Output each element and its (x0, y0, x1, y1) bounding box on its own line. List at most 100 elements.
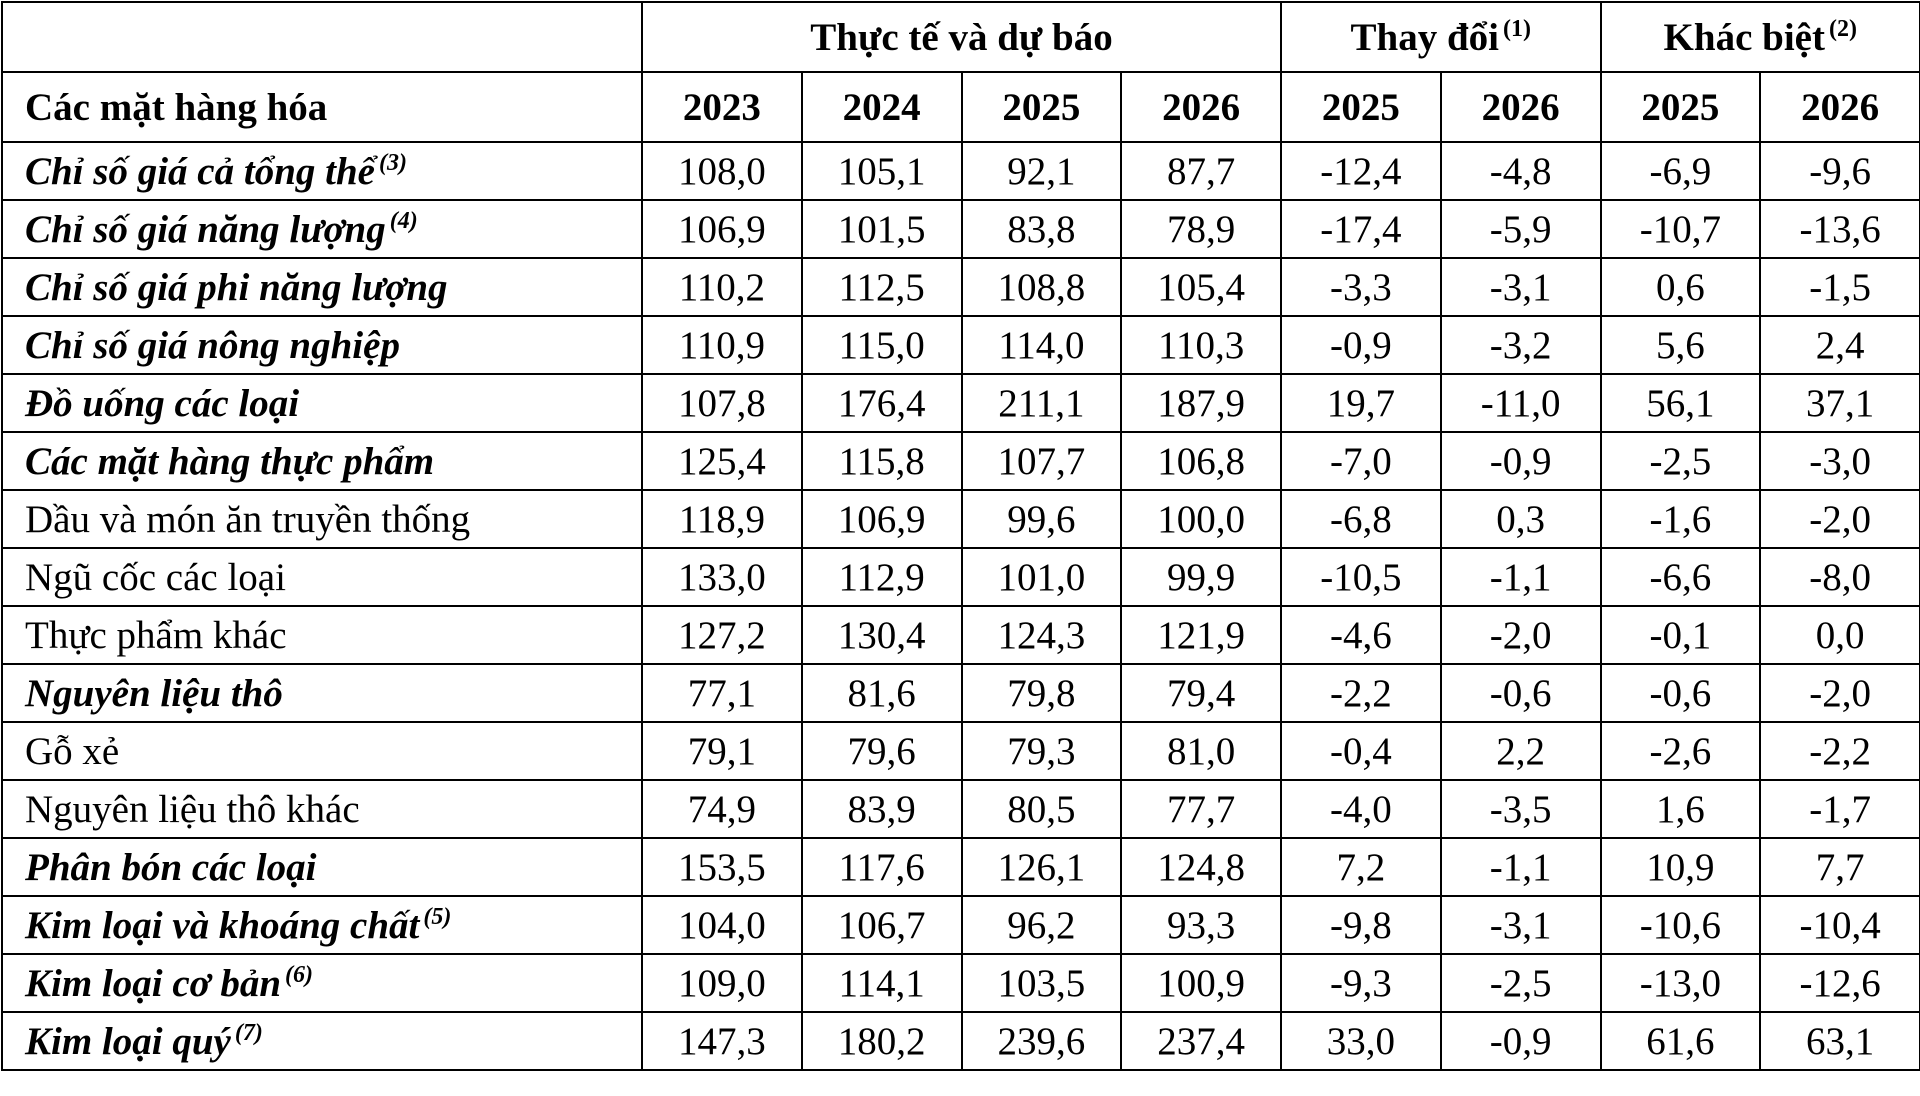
value: -10,4 (1800, 904, 1881, 947)
value: 7,2 (1337, 846, 1386, 889)
value: -3,0 (1809, 440, 1871, 483)
year: 2023 (683, 86, 761, 129)
commodity-name: Gỗ xẻ (25, 730, 119, 773)
column-header: 2026 (1760, 72, 1920, 142)
value-cell: 101,5 (802, 200, 962, 258)
commodity-name: Ngũ cốc các loại (25, 556, 286, 599)
value: -13,0 (1640, 962, 1721, 1005)
value-cell: 79,3 (962, 722, 1122, 780)
value-cell: -9,8 (1281, 896, 1441, 954)
value-cell: 107,7 (962, 432, 1122, 490)
value: -0,9 (1490, 440, 1552, 483)
column-header: 2025 (1601, 72, 1761, 142)
value-cell: 0,0 (1760, 606, 1920, 664)
value-cell: -3,3 (1281, 258, 1441, 316)
value: -7,0 (1330, 440, 1392, 483)
value: 63,1 (1806, 1020, 1874, 1063)
year: 2026 (1801, 86, 1879, 129)
row-label: Chỉ số giá phi năng lượng (2, 258, 642, 316)
row-label: Nguyên liệu thô (2, 664, 642, 722)
row-label: Kim loại cơ bản(6) (2, 954, 642, 1012)
footnote-mark: (4) (390, 208, 418, 234)
value-cell: 237,4 (1121, 1012, 1281, 1070)
value: 56,1 (1646, 382, 1714, 425)
value: 19,7 (1327, 382, 1395, 425)
value: 237,4 (1157, 1020, 1245, 1063)
value-cell: -2,0 (1441, 606, 1601, 664)
value: 92,1 (1007, 150, 1075, 193)
value: -0,4 (1330, 730, 1392, 773)
column-header: 2025 (962, 72, 1122, 142)
commodity-name: Chỉ số giá nông nghiệp (25, 324, 400, 367)
value-cell: -5,9 (1441, 200, 1601, 258)
value-cell: 153,5 (642, 838, 802, 896)
value: 100,9 (1157, 962, 1245, 1005)
value: -6,6 (1650, 556, 1712, 599)
value: 106,9 (678, 208, 766, 251)
value-cell: 93,3 (1121, 896, 1281, 954)
footnote-mark: (1) (1503, 16, 1531, 42)
label-header: Các mặt hàng hóa (2, 72, 642, 142)
value-cell: -9,3 (1281, 954, 1441, 1012)
value-cell: 114,0 (962, 316, 1122, 374)
value-cell: 77,7 (1121, 780, 1281, 838)
value-cell: 79,6 (802, 722, 962, 780)
value: 106,9 (838, 498, 926, 541)
value-cell: -4,0 (1281, 780, 1441, 838)
value-cell: -3,5 (1441, 780, 1601, 838)
value-cell: 109,0 (642, 954, 802, 1012)
footnote-mark: (5) (423, 904, 451, 930)
value: 147,3 (678, 1020, 766, 1063)
value: 33,0 (1327, 1020, 1395, 1063)
commodity-name: Thực phẩm khác (25, 614, 287, 657)
value-cell: 1,6 (1601, 780, 1761, 838)
value-cell: -10,6 (1601, 896, 1761, 954)
value: 104,0 (678, 904, 766, 947)
value: -3,1 (1490, 266, 1552, 309)
value: 106,7 (838, 904, 926, 947)
row-label: Phân bón các loại (2, 838, 642, 896)
value-cell: 115,8 (802, 432, 962, 490)
value-cell: -2,0 (1760, 664, 1920, 722)
value: 83,8 (1007, 208, 1075, 251)
value-cell: 83,8 (962, 200, 1122, 258)
value: 0,6 (1656, 266, 1705, 309)
value: 79,4 (1167, 672, 1235, 715)
value: -4,0 (1330, 788, 1392, 831)
value-cell: 2,2 (1441, 722, 1601, 780)
row-label: Thực phẩm khác (2, 606, 642, 664)
value-cell: -2,5 (1601, 432, 1761, 490)
value: 107,8 (678, 382, 766, 425)
value-cell: 99,9 (1121, 548, 1281, 606)
value-cell: 19,7 (1281, 374, 1441, 432)
value-cell: 105,1 (802, 142, 962, 200)
value-cell: 105,4 (1121, 258, 1281, 316)
value: 87,7 (1167, 150, 1235, 193)
column-header: 2026 (1441, 72, 1601, 142)
value: -2,2 (1330, 672, 1392, 715)
value-cell: -7,0 (1281, 432, 1441, 490)
value-cell: 107,8 (642, 374, 802, 432)
value: 101,0 (998, 556, 1086, 599)
value-cell: 77,1 (642, 664, 802, 722)
value-cell: -0,9 (1281, 316, 1441, 374)
value: 126,1 (998, 846, 1086, 889)
group-header: Khác biệt(2) (1601, 2, 1920, 72)
value-cell: 37,1 (1760, 374, 1920, 432)
value: -3,5 (1490, 788, 1552, 831)
value-cell: 121,9 (1121, 606, 1281, 664)
value: 108,0 (678, 150, 766, 193)
value: 79,8 (1007, 672, 1075, 715)
value-cell: -2,2 (1281, 664, 1441, 722)
year: 2025 (1641, 86, 1719, 129)
value: 110,9 (679, 324, 765, 367)
value-cell: 33,0 (1281, 1012, 1441, 1070)
